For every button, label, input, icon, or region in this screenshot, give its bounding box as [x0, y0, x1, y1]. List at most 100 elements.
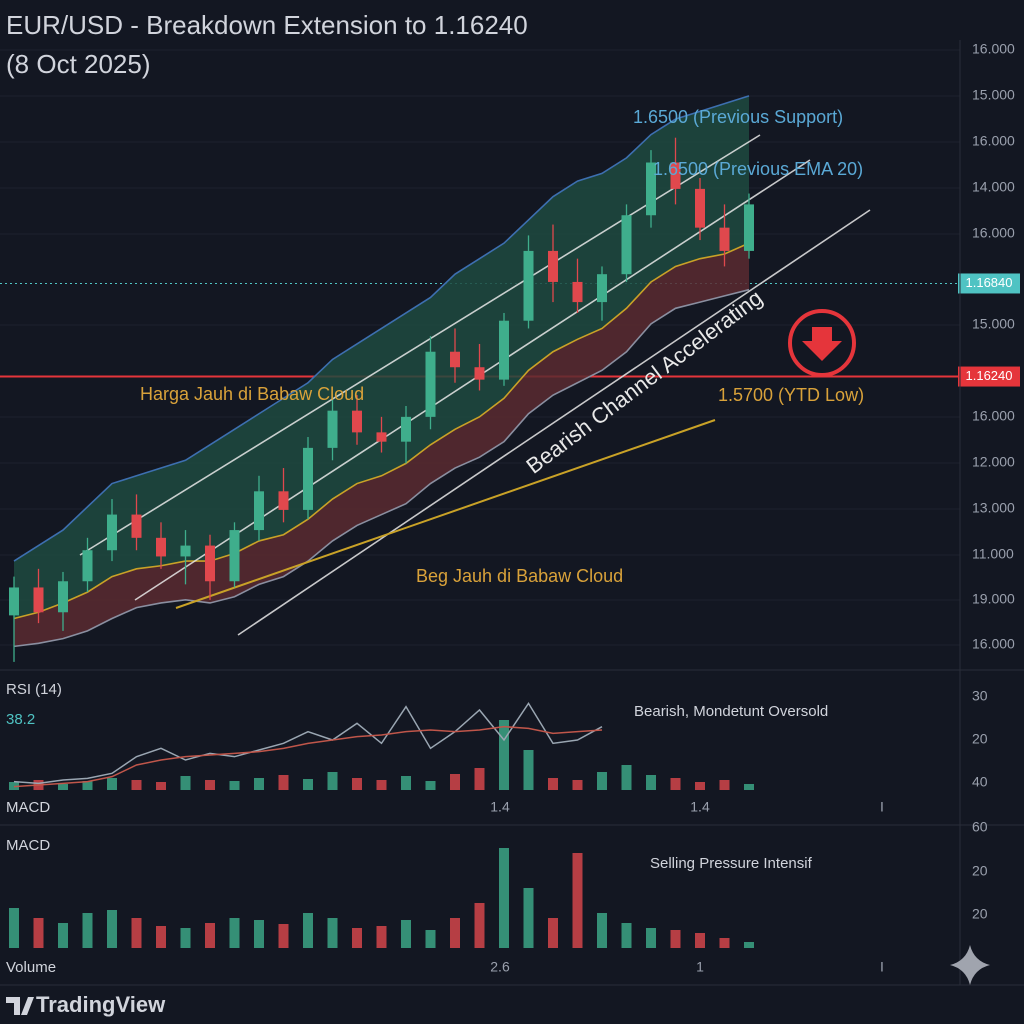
candle-body: [401, 416, 411, 442]
price-badge-label: 1.16840: [966, 275, 1013, 290]
rsi-histogram-bar: [621, 765, 632, 790]
macd-axis-label: 20: [972, 863, 988, 879]
volume-bar: [670, 930, 681, 948]
rsi-histogram-bar: [303, 779, 313, 790]
rsi-signal-line: [13, 725, 603, 788]
rsi-histogram-bar: [82, 781, 93, 790]
candle-body: [107, 514, 117, 551]
y-tick-label: 16.000: [972, 636, 1015, 652]
rsi-histogram-bar: [278, 775, 289, 790]
candle-body: [597, 274, 607, 303]
cloud-upper-line: [13, 95, 750, 562]
volume-bar: [327, 918, 338, 948]
volume-bar: [156, 926, 166, 948]
macd-note: Selling Pressure Intensif: [650, 855, 813, 872]
volume-bar: [254, 920, 264, 948]
volume-bar: [107, 910, 117, 948]
annotation: 1.6500 (Previous Support): [633, 107, 843, 127]
y-tick-label: 15.000: [972, 316, 1015, 332]
candle-body: [474, 367, 485, 380]
macd-axis-label: 60: [972, 819, 988, 835]
y-tick-label: 16.000: [972, 41, 1015, 57]
candle-body: [621, 215, 632, 275]
rsi-histogram-bar: [646, 775, 656, 790]
y-tick-label: 12.000: [972, 454, 1015, 470]
cloud: [13, 95, 750, 648]
rsi-axis-label: 20: [972, 731, 988, 747]
candle-body: [156, 537, 166, 557]
down-arrow-icon: [788, 309, 856, 377]
rsi-histogram-bar: [572, 780, 583, 790]
price-badge: [958, 366, 1020, 387]
support-line: [175, 419, 716, 609]
rsi-histogram-bar: [523, 750, 534, 790]
cursor-icon: I: [880, 959, 884, 975]
candle-body: [499, 320, 509, 380]
rsi-line-line: [13, 701, 603, 785]
volume-bar: [303, 913, 313, 948]
candle-body: [278, 491, 289, 510]
candle-body: [352, 410, 362, 433]
rsi-histogram-bar: [58, 784, 68, 790]
y-tick-label: 19.000: [972, 591, 1015, 607]
candle-body: [695, 188, 705, 228]
rsi-histogram-bar: [425, 781, 436, 790]
volume-bar: [82, 913, 93, 948]
y-tick-label: 13.000: [972, 500, 1015, 516]
candle-body: [254, 491, 264, 531]
volume-bar: [376, 926, 387, 948]
panel-footer-label: Volume: [6, 959, 56, 976]
rsi-histogram-bar: [401, 776, 411, 790]
rsi-histogram-bar: [205, 780, 215, 790]
rsi-histogram-bar: [499, 720, 509, 790]
candle-body: [719, 227, 730, 251]
candle-body: [450, 351, 460, 368]
rsi-histogram-bar: [450, 774, 460, 790]
panel-footer-label: MACD: [6, 799, 50, 816]
price-badge: [958, 273, 1020, 294]
volume-bar: [9, 908, 19, 948]
cursor-icon: I: [880, 799, 884, 815]
volume-bar: [450, 918, 460, 948]
x-tick-label: 2.6: [490, 959, 510, 975]
volume-bar: [621, 923, 632, 948]
rsi-histogram-bar: [254, 778, 264, 790]
brand-name: TradingView: [36, 992, 166, 1017]
rsi-histogram-bar: [229, 781, 240, 790]
cloud-bear-area: [14, 243, 749, 647]
macd-label: MACD: [6, 837, 50, 854]
volume-bar: [523, 888, 534, 948]
x-tick-label: 1.4: [690, 799, 710, 815]
rsi-value: 38.2: [6, 711, 35, 728]
y-tick-label: 11.000: [972, 546, 1014, 562]
rsi-histogram-bar: [107, 778, 117, 790]
rsi-histogram-bar: [156, 782, 166, 790]
brand-logo: [6, 997, 34, 1015]
volume-bar: [33, 918, 44, 948]
rsi-label: RSI (14): [6, 681, 62, 698]
candle-body: [327, 410, 338, 448]
volume-bar: [425, 930, 436, 948]
candle-body: [229, 530, 240, 582]
volume-bar: [278, 924, 289, 948]
rsi-note: Bearish, Mondetunt Oversold: [634, 703, 828, 720]
candle-body: [180, 545, 191, 557]
annotation: 1.5700 (YTD Low): [718, 385, 864, 405]
candle-body: [646, 162, 656, 216]
y-tick-label: 16.000: [972, 133, 1015, 149]
chart-title: EUR/USD - Breakdown Extension to 1.16240: [6, 10, 528, 40]
volume-bar: [572, 853, 583, 948]
volume-bar: [131, 918, 142, 948]
y-tick-label: 15.000: [972, 87, 1015, 103]
price-badge-label: 1.16240: [966, 368, 1013, 383]
candle-body: [572, 281, 583, 303]
x-tick-label: 1: [696, 959, 704, 975]
volume-bar: [499, 848, 509, 948]
volume-bar: [205, 923, 215, 948]
annotation: Beg Jauh di Babaw Cloud: [416, 566, 623, 586]
rsi-histogram-bar: [719, 780, 730, 790]
volume-bar: [474, 903, 485, 948]
annotation: 1.6500 (Previous EMA 20): [653, 159, 863, 179]
annotation: Harga Jauh di Babaw Cloud: [140, 384, 364, 404]
